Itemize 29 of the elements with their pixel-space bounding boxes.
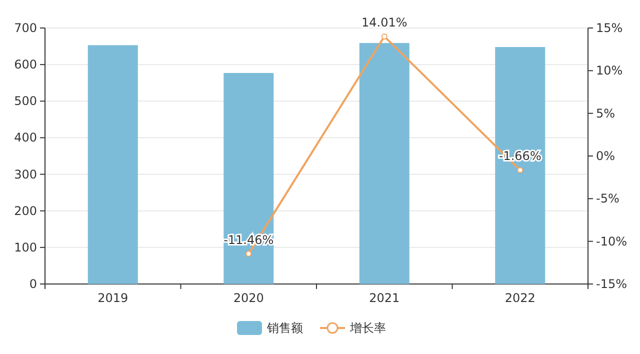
bar [495, 47, 546, 284]
x-tick-label: 2022 [504, 291, 536, 305]
bar [359, 42, 410, 284]
y-tick-label: 500 [14, 94, 37, 108]
y2-tick-label: -5% [596, 192, 620, 206]
y2-tick-label: 10% [596, 64, 623, 78]
y-tick-label: 200 [14, 204, 37, 218]
y-tick-label: 600 [14, 58, 37, 72]
y2-tick-label: 0% [596, 149, 616, 163]
x-tick-label: 2019 [98, 291, 128, 305]
legend-label: 销售额 [266, 321, 303, 335]
data-label: 14.01% [361, 15, 408, 30]
y2-tick-label: 5% [596, 106, 616, 120]
y-tick-label: 700 [14, 21, 37, 35]
y2-tick-label: -10% [596, 234, 628, 248]
y-tick-label: 400 [14, 130, 37, 145]
x-tick-label: 2021 [369, 291, 400, 305]
bar [88, 45, 138, 284]
y-tick-label: 100 [14, 240, 37, 254]
y-tick-label: 300 [14, 167, 37, 182]
y2-tick-label: 15% [596, 21, 623, 35]
x-tick-label: 2020 [233, 291, 264, 305]
legend-label: 增长率 [349, 321, 386, 335]
y2-tick-label: -15% [596, 277, 628, 291]
point [246, 250, 252, 257]
bar [224, 72, 274, 284]
point [381, 33, 388, 40]
point [517, 167, 524, 174]
y-tick-label: 0 [29, 277, 37, 291]
